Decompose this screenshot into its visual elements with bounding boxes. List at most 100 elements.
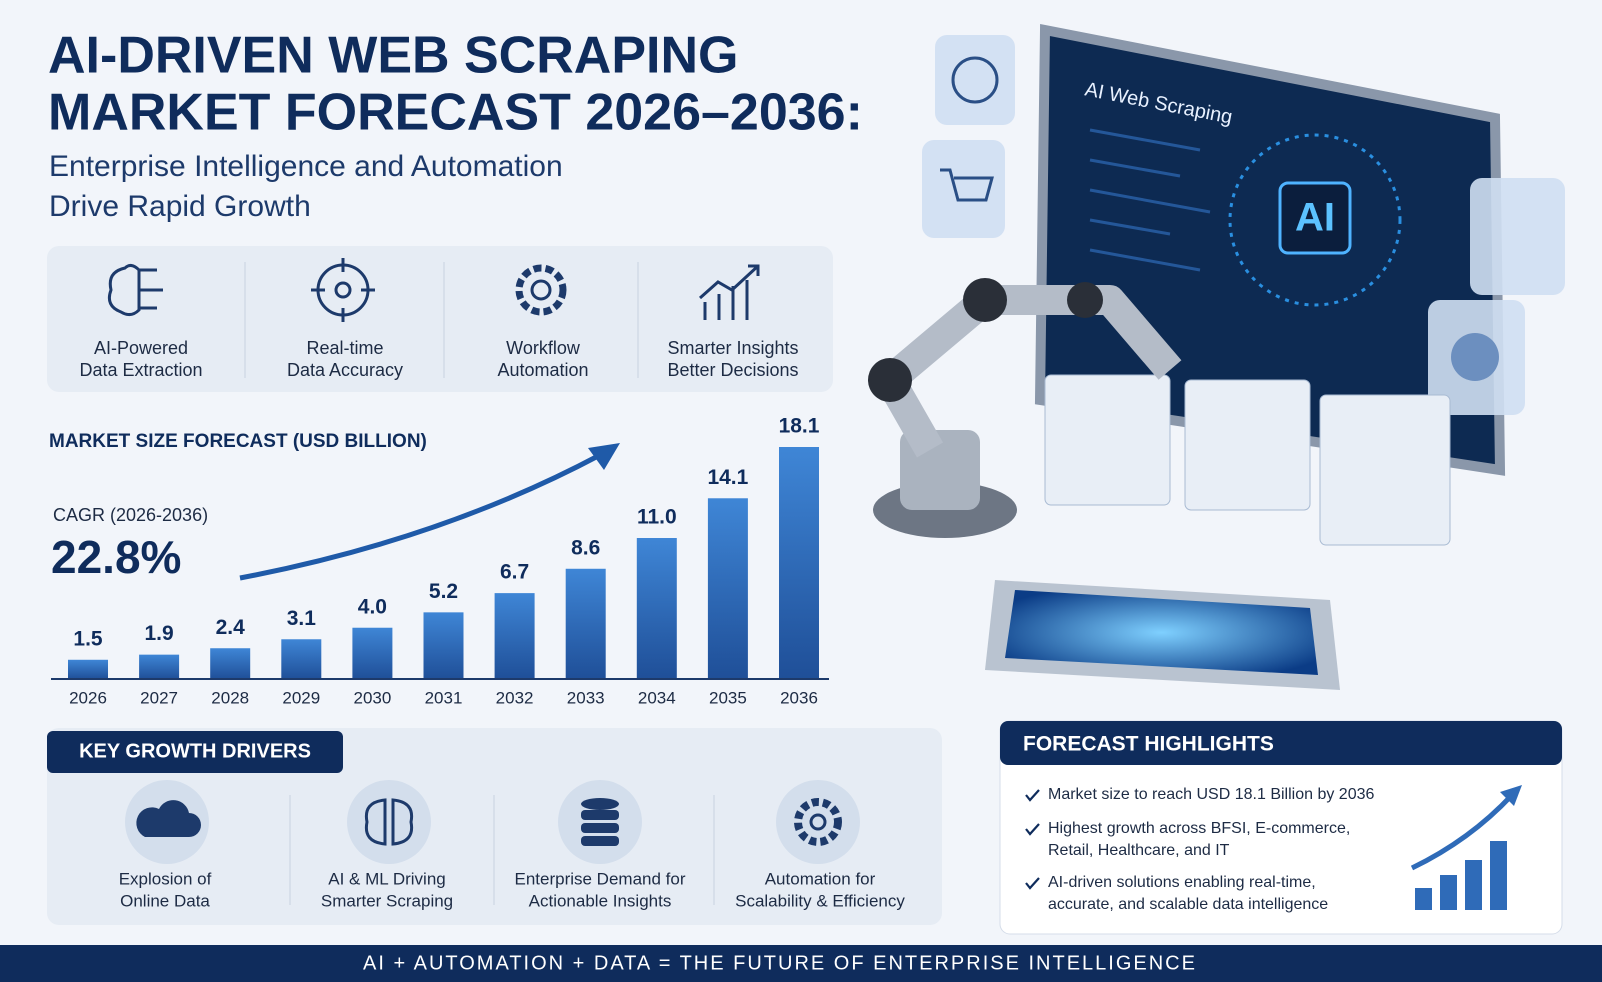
db-disk — [581, 798, 619, 810]
feature-label: Automation — [497, 360, 588, 380]
gear-icon — [809, 813, 827, 831]
driver-label: Explosion of — [119, 869, 212, 888]
features-panel — [47, 246, 833, 392]
bar — [707, 498, 748, 679]
mini-arrow — [1410, 793, 1514, 871]
code-line — [1089, 128, 1201, 152]
driver-label: Actionable Insights — [529, 891, 672, 910]
card — [1319, 394, 1451, 546]
mini-bar — [1465, 860, 1482, 910]
driver-label: Automation for — [765, 869, 876, 888]
value-label: 11.0 — [637, 506, 677, 529]
drivers-header — [47, 731, 343, 773]
value-label: 2.4 — [216, 616, 246, 639]
highlight-text: Highest growth across BFSI, E-commerce, — [1048, 820, 1350, 837]
mini-bar — [1440, 875, 1457, 910]
robot-joint — [1067, 282, 1103, 318]
driver-label: AI & ML Driving — [328, 869, 445, 888]
platform-glow — [1005, 590, 1318, 675]
code-line — [1089, 218, 1171, 236]
gear-icon — [794, 798, 842, 846]
value-label: 4.0 — [358, 595, 387, 618]
target-icon — [311, 258, 375, 322]
db-disk — [581, 836, 619, 846]
value-label: 14.1 — [707, 466, 748, 489]
globe-icon — [951, 56, 999, 104]
code-line — [1089, 158, 1181, 178]
subtitle: Drive Rapid Growth — [49, 190, 311, 223]
pie-icon — [1451, 333, 1499, 381]
mini-bar — [1490, 841, 1507, 910]
card — [1184, 379, 1311, 511]
feature-label: Better Decisions — [667, 360, 798, 380]
highlight-text: Market size to reach USD 18.1 Billion by… — [1048, 786, 1374, 803]
gear-icon — [515, 264, 567, 316]
value-label: 18.1 — [779, 415, 820, 438]
illustration — [868, 23, 1565, 690]
icon-circle — [558, 780, 642, 864]
feature-label: Data Extraction — [79, 360, 202, 380]
check-mark — [1025, 789, 1040, 802]
footer-text: AI + AUTOMATION + DATA = THE FUTURE OF E… — [363, 952, 1197, 974]
icon-circle — [776, 780, 860, 864]
bar — [779, 447, 819, 679]
drivers-title: KEY GROWTH DRIVERS — [79, 740, 311, 762]
circuit-icon — [139, 268, 163, 310]
db-disk — [581, 823, 619, 833]
globe-tile — [935, 35, 1015, 125]
feature-label: Smarter Insights — [667, 338, 798, 358]
highlights-header — [1000, 721, 1562, 765]
trend-arrow — [239, 452, 602, 581]
mini-chart — [1410, 785, 1522, 910]
driver-label: Enterprise Demand for — [514, 869, 685, 888]
value-label: 1.5 — [73, 627, 103, 650]
robot-joint — [868, 358, 912, 402]
x-tick-label: 2032 — [496, 688, 534, 707]
doc-tile — [1470, 178, 1565, 295]
x-tick-label: 2031 — [425, 688, 463, 707]
feature-label: AI-Powered — [94, 338, 188, 358]
bar — [565, 568, 606, 679]
code-line — [1089, 188, 1211, 214]
x-tick-label: 2035 — [709, 688, 747, 707]
chip-label: AI — [1295, 196, 1335, 240]
x-tick-label: 2030 — [353, 688, 391, 707]
driver-icons — [125, 780, 860, 864]
bar — [494, 593, 535, 679]
cagr-value: 22.8% — [51, 531, 181, 583]
bar — [210, 648, 251, 679]
check-mark — [1025, 823, 1040, 836]
growth-icon — [699, 264, 760, 320]
check-mark — [1025, 877, 1040, 890]
chart-title: MARKET SIZE FORECAST (USD BILLION) — [49, 431, 427, 452]
value-label: 8.6 — [571, 536, 600, 559]
x-tick-label: 2027 — [140, 688, 178, 707]
driver-label: Smarter Scraping — [321, 891, 453, 910]
value-label: 6.7 — [500, 561, 529, 584]
ai-chip — [1278, 181, 1352, 255]
icon-circle — [347, 780, 431, 864]
robot-joint — [963, 278, 1007, 322]
title: MARKET FORECAST 2026–2036: — [48, 84, 863, 142]
cart-tile — [922, 140, 1005, 238]
title: AI-DRIVEN WEB SCRAPING — [48, 27, 738, 85]
cagr-label: CAGR (2026-2036) — [53, 505, 208, 525]
bar — [636, 538, 677, 679]
value-label: 1.9 — [144, 622, 173, 645]
cart-icon — [940, 168, 994, 202]
driver-label: Scalability & Efficiency — [735, 891, 905, 910]
brain-icon — [364, 798, 414, 846]
x-tick-label: 2033 — [567, 688, 605, 707]
driver-label: Online Data — [120, 891, 210, 910]
brain-icon — [107, 263, 141, 317]
brain-circuit — [1228, 133, 1402, 307]
bar — [68, 659, 108, 679]
bar — [352, 627, 393, 679]
highlights-title: FORECAST HIGHLIGHTS — [1023, 733, 1274, 756]
x-tick-label: 2029 — [282, 688, 320, 707]
x-tick-label: 2028 — [211, 688, 249, 707]
feature-label: Data Accuracy — [287, 360, 403, 380]
x-tick-label: 2026 — [69, 688, 107, 707]
